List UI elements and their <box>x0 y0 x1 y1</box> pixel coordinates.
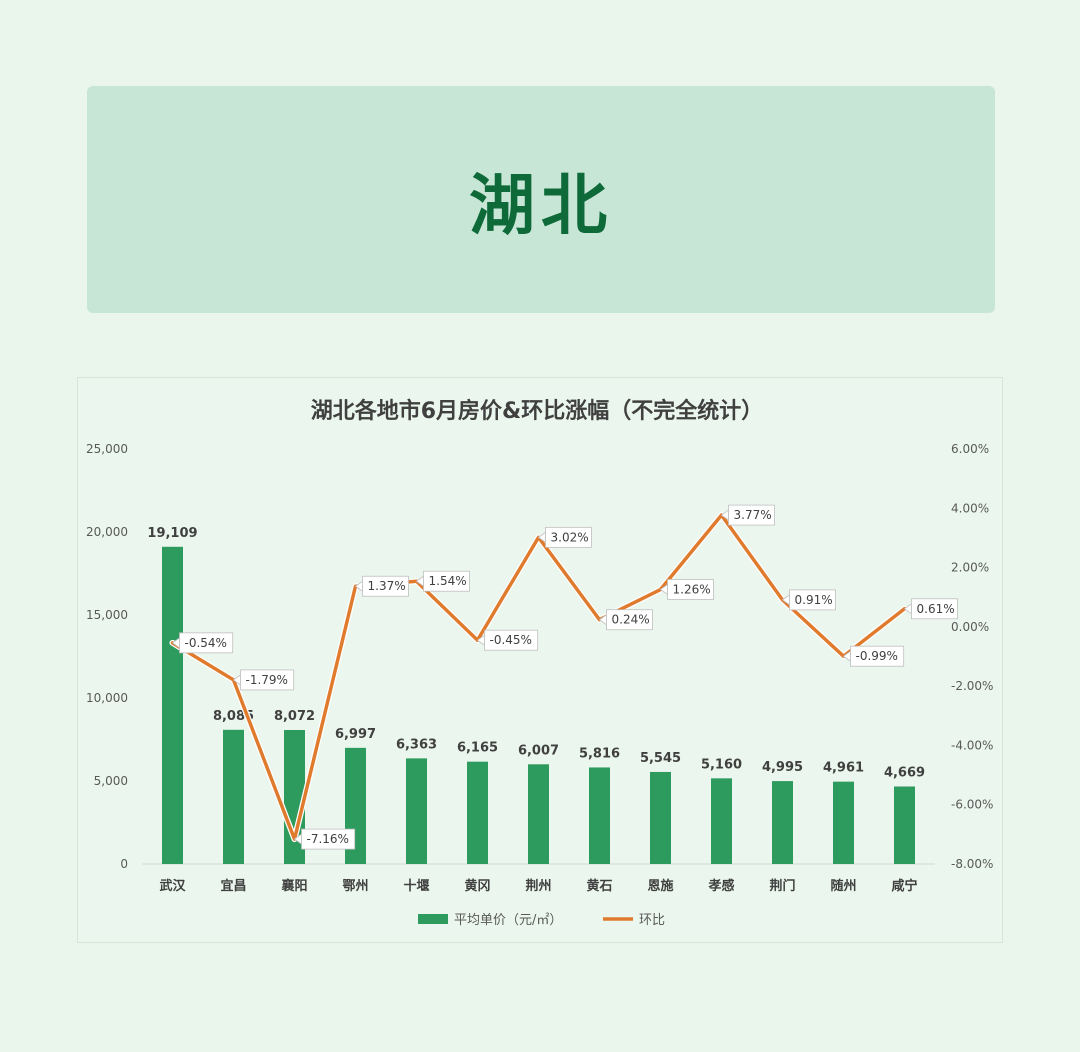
bar-value-label: 4,961 <box>823 761 864 776</box>
bar-value-label: 6,007 <box>518 743 559 758</box>
y-right-tick-label: -2.00% <box>951 679 993 693</box>
y-left-tick-label: 0 <box>120 857 128 871</box>
bar-value-label: 5,816 <box>579 746 620 761</box>
x-tick-label: 十堰 <box>403 878 429 894</box>
bar-value-label: 19,109 <box>147 526 197 541</box>
x-tick-label: 随州 <box>830 878 856 894</box>
data-label-box <box>789 589 836 611</box>
y-left-tick-label: 10,000 <box>86 691 128 705</box>
data-label-box <box>850 645 905 667</box>
x-tick-label: 恩施 <box>647 878 673 894</box>
bar-value-label: 8,072 <box>274 709 315 724</box>
line-value-label: 0.61% <box>917 602 955 616</box>
line-value-label: 1.37% <box>368 579 406 593</box>
data-label-box <box>484 629 539 651</box>
line-value-label: -1.79% <box>246 673 288 687</box>
legend-swatch-bar <box>418 914 448 924</box>
banner-title: 湖北 <box>469 166 613 244</box>
data-label-box <box>240 669 295 691</box>
x-tick-label: 宜昌 <box>220 878 246 894</box>
data-label-box <box>667 579 714 600</box>
x-tick-label: 武汉 <box>159 878 186 894</box>
line-value-label: -0.54% <box>185 636 227 650</box>
x-tick-label: 黄冈 <box>464 878 490 894</box>
y-right-tick-label: 6.00% <box>951 442 989 456</box>
bar-value-label: 6,363 <box>396 737 437 752</box>
bar-value-label: 4,669 <box>884 765 925 780</box>
chart-title: 湖北各地市6月房价&环比涨幅（不完全统计） <box>311 398 764 424</box>
y-right-tick-label: -4.00% <box>951 738 993 752</box>
data-label-box <box>179 632 234 654</box>
data-label-box <box>911 598 958 620</box>
data-label-box <box>606 609 653 631</box>
bar <box>833 781 854 864</box>
bar <box>894 786 915 864</box>
data-label-box <box>362 575 409 597</box>
bar <box>467 761 488 864</box>
bar <box>711 778 732 864</box>
bar-value-label: 6,165 <box>457 741 498 756</box>
x-tick-label: 襄阳 <box>280 878 307 894</box>
y-right-tick-label: 0.00% <box>951 620 989 634</box>
y-left-tick-label: 5,000 <box>94 774 128 788</box>
bar-value-label: 5,160 <box>701 757 742 772</box>
legend-label-line: 环比 <box>639 913 665 928</box>
legend-label-bar: 平均单价（元/㎡） <box>454 913 562 928</box>
y-right-tick-label: 4.00% <box>951 501 989 515</box>
x-tick-label: 黄石 <box>586 878 612 894</box>
bar-value-label: 6,997 <box>335 727 376 742</box>
line-value-label: 0.24% <box>612 613 650 627</box>
bar-value-label: 5,545 <box>640 751 681 766</box>
data-label-box <box>423 570 470 592</box>
data-label-box <box>728 504 775 526</box>
x-tick-label: 荆门 <box>769 878 795 894</box>
data-label-box <box>301 828 356 850</box>
line-value-label: 1.54% <box>429 574 467 588</box>
y-right-tick-label: 2.00% <box>951 561 989 575</box>
line-value-label: 0.91% <box>795 593 833 607</box>
x-tick-label: 荆州 <box>525 878 551 894</box>
bar <box>406 758 427 864</box>
line-value-label: -0.99% <box>856 649 898 663</box>
y-right-tick-label: -6.00% <box>951 798 993 812</box>
line-value-label: 1.26% <box>673 583 711 597</box>
y-left-tick-label: 20,000 <box>86 525 128 539</box>
bar <box>650 771 671 864</box>
line-value-label: -0.45% <box>490 633 532 647</box>
x-tick-label: 鄂州 <box>342 878 368 894</box>
bar <box>223 729 244 864</box>
y-right-tick-label: -8.00% <box>951 857 993 871</box>
data-label-box <box>545 526 592 548</box>
x-tick-label: 孝感 <box>707 878 734 894</box>
bar <box>162 546 183 864</box>
bar-value-label: 4,995 <box>762 760 803 775</box>
y-left-tick-label: 25,000 <box>86 442 128 456</box>
y-left-tick-label: 15,000 <box>86 608 128 622</box>
bar <box>772 781 793 864</box>
x-tick-label: 咸宁 <box>891 878 917 894</box>
data-label-pointer <box>903 602 912 615</box>
line-value-label: 3.77% <box>734 508 772 522</box>
bar <box>589 767 610 864</box>
line-value-label: -7.16% <box>307 832 349 846</box>
bar <box>528 764 549 864</box>
line-value-label: 3.02% <box>551 530 589 544</box>
title-banner: 湖北 <box>87 86 995 313</box>
